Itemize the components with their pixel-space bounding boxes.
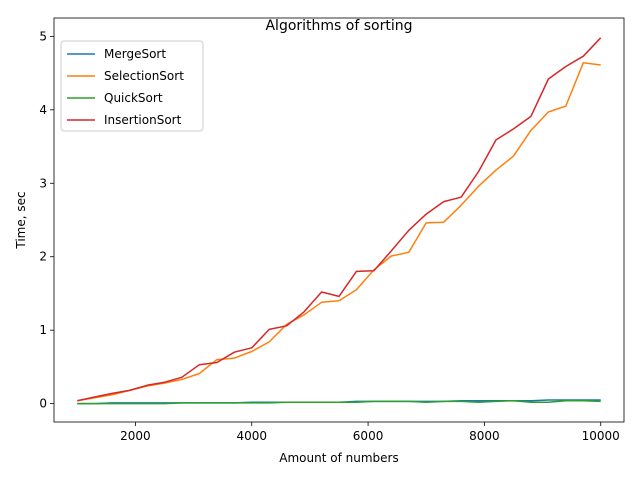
y-tick-label: 4 — [39, 103, 47, 117]
legend: MergeSort SelectionSort QuickSort Insertion… — [60, 40, 204, 132]
y-tick-label: 2 — [39, 250, 47, 264]
x-tick-label: 8000 — [469, 429, 500, 443]
x-axis-label: Amount of numbers — [279, 451, 398, 465]
series-layer — [77, 37, 602, 405]
y-axis-label: Time, sec — [14, 191, 28, 249]
legend-box — [60, 40, 204, 132]
y-tick-label: 3 — [39, 176, 47, 190]
y-tick-label: 0 — [39, 397, 47, 411]
x-tick-label: 10000 — [582, 429, 620, 443]
y-tick-label: 5 — [39, 29, 47, 43]
legend-label-insertionsort: InsertionSort — [104, 113, 182, 127]
series-line-selectionsort — [77, 62, 601, 402]
chart-title: Algorithms of sorting — [265, 18, 412, 34]
plot-frame — [53, 17, 625, 423]
legend-label-mergesort: MergeSort — [104, 47, 166, 61]
legend-label-quicksort: QuickSort — [104, 91, 163, 105]
x-tick-label: 2000 — [120, 429, 151, 443]
ticks-layer: 2000 4000 6000 8000 10000 0 1 2 3 4 5 — [39, 29, 619, 443]
x-tick-label: 4000 — [236, 429, 267, 443]
x-tick-label: 6000 — [353, 429, 384, 443]
legend-label-selectionsort: SelectionSort — [104, 69, 184, 83]
y-tick-label: 1 — [39, 323, 47, 337]
series-line-insertionsort — [77, 37, 602, 402]
series-line-quicksort — [77, 399, 601, 405]
